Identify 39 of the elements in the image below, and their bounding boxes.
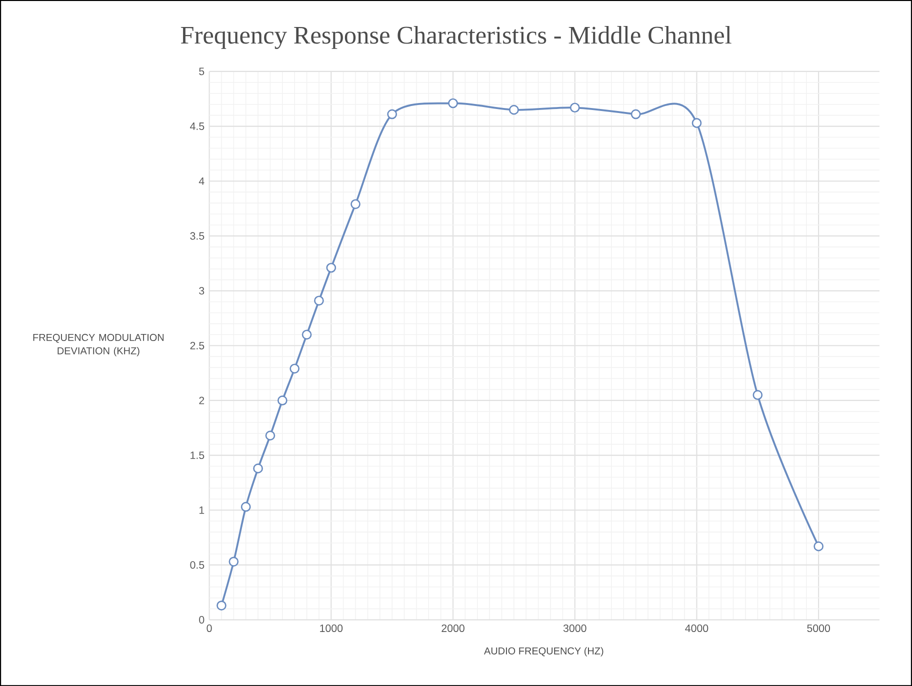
y-tick-label: 4.5 [190,122,204,130]
y-tick-label: 0.5 [190,561,204,569]
point [253,463,263,474]
point [265,430,276,440]
point [216,600,226,610]
point [277,395,288,406]
x-tick-label: 1000 [320,624,343,632]
y-tick-label: 3.5 [190,232,204,240]
point [752,390,763,400]
point [228,556,239,566]
x-tick-label: 3000 [563,624,586,632]
point [692,118,702,128]
x-axis-title: AUDIO FREQUENCY (HZ) [484,646,604,656]
y-tick-label: 5 [199,68,204,76]
y-tick-label: 1.5 [190,451,204,459]
point [326,262,336,273]
y-tick-label: 2.5 [190,342,204,350]
y-axis-title: FREQUENCY MODULATION DEVIATION (KHZ) [33,334,164,356]
point [448,98,458,108]
point [350,199,360,209]
x-tick-label: 5000 [807,624,830,632]
y-tick-label: 1 [199,506,204,514]
point [570,102,580,112]
point [387,109,398,120]
point [302,330,312,340]
point [509,104,519,115]
x-tick-label: 0 [206,624,212,632]
y-tick-label: 3 [199,286,204,294]
y-tick-label: 2 [199,396,204,404]
y-tick-label: 4 [198,177,204,185]
point [240,502,251,512]
point [314,296,324,306]
x-tick-label: 2000 [442,624,464,632]
point [630,109,641,120]
point [814,541,824,552]
chart-title: Frequency Response Characteristics - Middle Channel [180,26,732,49]
x-tick-label: 4000 [685,624,708,632]
y-tick-label: 0 [199,616,204,624]
point [290,364,300,374]
